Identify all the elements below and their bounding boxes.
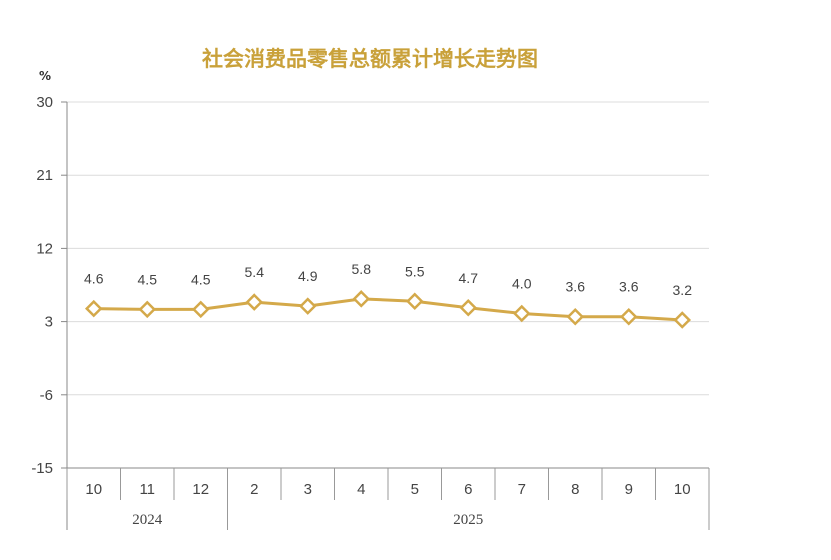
data-label: 4.5 <box>138 271 158 287</box>
data-labels: 4.6 4.5 4.5 5.4 4.9 5.8 5.5 4.7 4.0 3.6 3.6 3.2 <box>84 261 692 298</box>
data-point-marker <box>405 292 424 311</box>
data-point-marker <box>566 307 585 326</box>
x-tick-label: 11 <box>139 481 155 498</box>
data-label: 3.6 <box>619 279 639 295</box>
data-point-marker <box>512 304 531 323</box>
data-point-marker <box>352 290 371 308</box>
x-tick-label: 5 <box>411 481 419 498</box>
y-tick-label: 12 <box>36 240 53 257</box>
x-tick-label: 6 <box>464 481 472 498</box>
series-line <box>84 290 692 329</box>
data-point-marker <box>459 299 478 317</box>
y-tick-label: 30 <box>36 94 53 111</box>
data-point-marker <box>619 307 638 326</box>
year-label: 2025 <box>453 512 483 528</box>
data-point-marker <box>298 297 317 315</box>
data-label: 4.6 <box>84 271 104 287</box>
y-tick-label: 21 <box>36 167 53 184</box>
data-label: 3.2 <box>673 282 693 298</box>
year-label: 2024 <box>132 512 163 528</box>
y-axis-ticks: 30 21 12 3 -6 -15 <box>31 94 53 477</box>
y-axis-unit: % <box>39 69 51 83</box>
data-label: 5.5 <box>405 263 425 279</box>
x-tick-label: 10 <box>85 481 102 498</box>
data-label: 4.5 <box>191 271 211 287</box>
data-point-marker <box>84 299 103 318</box>
data-point-marker <box>245 293 264 311</box>
data-label: 3.6 <box>566 279 586 295</box>
y-tick-label: -6 <box>40 387 53 404</box>
data-point-marker <box>138 300 157 319</box>
data-label: 4.0 <box>512 275 532 291</box>
x-tick-label: 3 <box>304 481 312 498</box>
x-tick-label: 7 <box>518 481 526 498</box>
data-label: 4.7 <box>459 270 479 286</box>
chart-title: 社会消费品零售总额累计增长走势图 <box>201 47 538 71</box>
data-label: 4.9 <box>298 268 318 284</box>
data-point-marker <box>673 311 692 329</box>
data-label: 5.4 <box>245 264 265 280</box>
x-tick-label: 10 <box>674 481 691 498</box>
data-label: 5.8 <box>352 261 372 277</box>
x-tick-label: 2 <box>250 481 258 498</box>
x-axis: 10 11 12 2 3 4 5 6 7 8 9 10 2024 2025 <box>66 468 710 530</box>
x-tick-label: 9 <box>625 481 633 498</box>
y-tick-label: 3 <box>45 314 53 331</box>
x-tick-label: 8 <box>571 481 579 498</box>
series-line-path <box>93 297 683 322</box>
x-tick-label: 4 <box>357 481 365 498</box>
x-tick-label: 12 <box>192 481 209 498</box>
data-point-marker <box>191 300 210 319</box>
y-tick-label: -15 <box>31 460 53 477</box>
